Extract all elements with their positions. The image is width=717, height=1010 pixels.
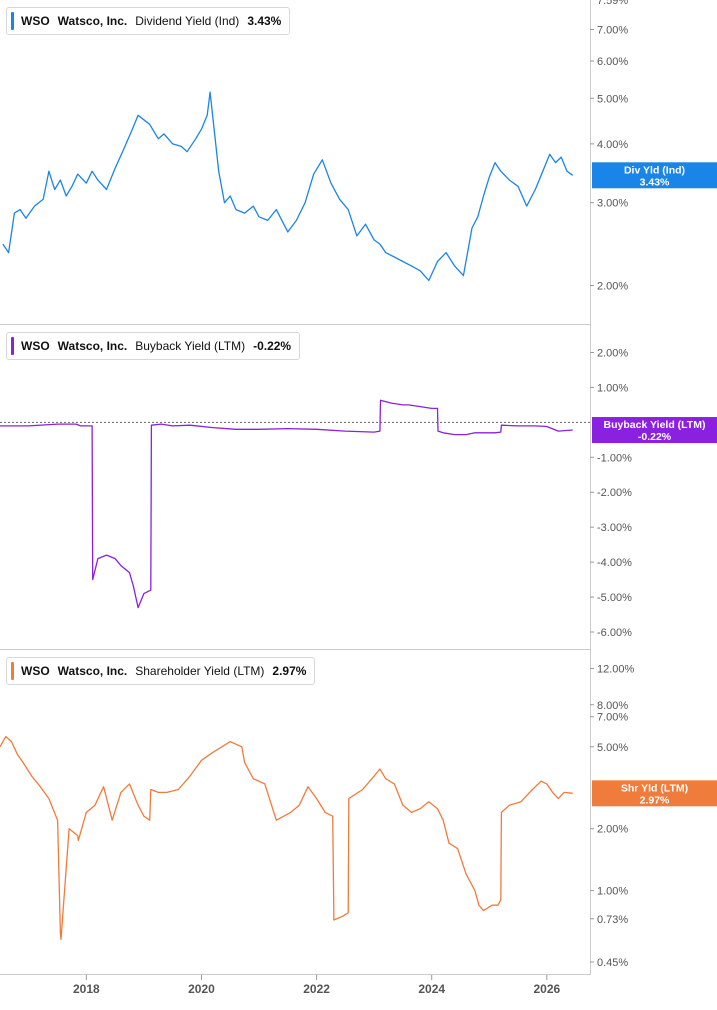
legend-metric: Buyback Yield (LTM): [135, 339, 246, 353]
legend-company: Watsco, Inc.: [57, 664, 128, 678]
value-tag-buyback: Buyback Yield (LTM)-0.22%: [592, 417, 717, 444]
y-tick-label: 2.00%: [597, 824, 628, 836]
legend-ticker: WSO: [21, 664, 50, 678]
value-tag-bg: [592, 780, 717, 807]
legend-swatch: [11, 337, 14, 355]
x-tick-label: 2022: [303, 982, 330, 996]
series-line-shareholder: [0, 735, 573, 940]
y-tick-label: 4.00%: [597, 139, 628, 151]
y-tick-label: 12.00%: [597, 664, 635, 676]
legend-value: -0.22%: [253, 339, 292, 353]
y-tick-label: 6.00%: [597, 56, 628, 68]
value-tag-name: Div Yld (Ind): [624, 164, 685, 176]
x-tick-label: 2018: [73, 982, 100, 996]
legend-metric: Dividend Yield (Ind): [135, 14, 240, 28]
legend-ticker: WSO: [21, 14, 50, 28]
legend-company: Watsco, Inc.: [57, 14, 128, 28]
y-tick-label: 2.00%: [597, 281, 628, 293]
series-line-dividend: [2, 91, 574, 282]
value-tag-bg: [592, 417, 717, 444]
y-tick-label: 0.45%: [597, 957, 628, 969]
legend-value: 2.97%: [272, 664, 307, 678]
value-tag-name: Shr Yld (LTM): [621, 782, 688, 794]
y-tick-label: 7.00%: [597, 712, 628, 724]
y-tick-label: 3.00%: [597, 198, 628, 210]
panel-shareholder: 12.00% 8.00%7.00% 5.00% 2.00% 1.00% 0.73% 0.45…: [0, 664, 717, 969]
value-tag-shareholder: Shr Yld (LTM)2.97%: [592, 780, 717, 807]
y-tick-label: 7.00%: [597, 24, 628, 36]
y-tick-label: -2.00%: [597, 487, 632, 499]
y-tick-label: 0.73%: [597, 914, 628, 926]
legend-swatch: [11, 662, 14, 680]
x-tick-label: 2024: [418, 982, 445, 996]
x-tick-label: 2026: [533, 982, 560, 996]
legend-value: 3.43%: [247, 14, 282, 28]
legend-company: Watsco, Inc.: [57, 339, 128, 353]
y-tick-label: 2.00%: [597, 347, 628, 359]
y-tick-label: 1.00%: [597, 382, 628, 394]
value-tag-value: 2.97%: [640, 794, 670, 806]
value-tag-value: 3.43%: [640, 176, 670, 188]
y-tick-label: 1.00%: [597, 886, 628, 898]
x-tick-label: 2020: [188, 982, 215, 996]
panel-buyback: 2.00% 1.00% -1.00% -2.00% -3.00% -4.00% -5.00%…: [0, 347, 717, 639]
y-tick-label: 8.00%: [597, 700, 628, 712]
series-line-buyback: [0, 399, 573, 609]
y-tick-label: -5.00%: [597, 592, 632, 604]
y-tick-label: -4.00%: [597, 557, 632, 569]
value-tag-name: Buyback Yield (LTM): [604, 419, 706, 431]
value-tag-value: -0.22%: [638, 431, 672, 443]
value-tag-bg: [592, 162, 717, 189]
y-tick-label-partial: 7.59%: [597, 0, 628, 7]
y-tick-label: -6.00%: [597, 627, 632, 639]
legend-buyback: WSO Watsco, Inc. Buyback Yield (LTM) -0.22%: [6, 332, 301, 360]
panel-dividend: 7.00% 6.00% 5.00% 4.00% 3.00% 2.00% 7.59% Div Y…: [2, 0, 717, 293]
legend-swatch: [11, 12, 14, 30]
legend-shareholder: WSO Watsco, Inc. Shareholder Yield (LTM) 2.…: [6, 657, 316, 685]
y-tick-label: -1.00%: [597, 452, 632, 464]
y-tick-label: -3.00%: [597, 522, 632, 534]
y-tick-label: 5.00%: [597, 742, 628, 754]
value-tag-dividend: Div Yld (Ind)3.43%: [592, 162, 717, 189]
legend-ticker: WSO: [21, 339, 50, 353]
legend-dividend: WSO Watsco, Inc. Dividend Yield (Ind) 3.43%: [6, 7, 291, 35]
legend-metric: Shareholder Yield (LTM): [135, 664, 265, 678]
y-tick-label: 5.00%: [597, 93, 628, 105]
